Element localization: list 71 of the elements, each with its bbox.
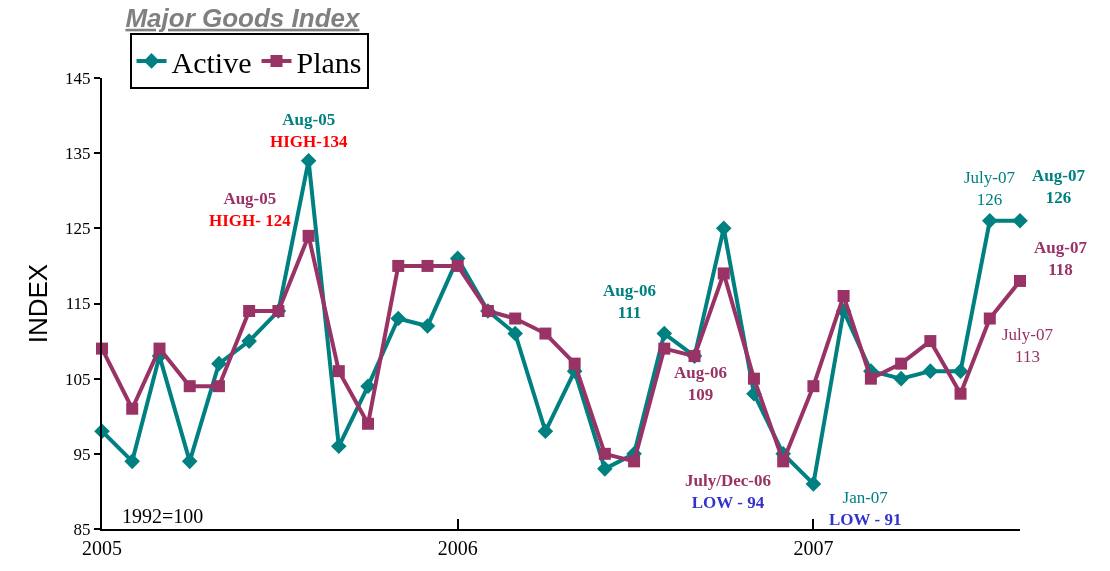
chart-title: Major Goods Index: [125, 2, 361, 33]
annotation: July-07 126: [964, 168, 1016, 210]
point: [362, 417, 375, 430]
annotation: Aug-05 HIGH-134: [270, 110, 348, 152]
annotation: July-07 113: [1002, 325, 1054, 367]
point: [183, 380, 196, 393]
annotation: Aug-06 109: [674, 363, 727, 405]
y-tick-label: 125: [65, 219, 91, 239]
point: [181, 453, 198, 470]
point: [777, 455, 790, 468]
point: [747, 372, 760, 385]
point: [717, 267, 730, 280]
annotation: Aug-06 111: [603, 281, 656, 323]
point: [895, 357, 908, 370]
annotation: Aug-05 HIGH- 124: [209, 189, 292, 231]
point: [597, 461, 613, 477]
point: [864, 372, 877, 385]
point: [628, 455, 641, 468]
point: [983, 312, 996, 325]
annotation: Aug-07 118: [1034, 238, 1088, 280]
point: [537, 423, 554, 440]
point: [507, 325, 523, 342]
point: [1012, 213, 1028, 229]
point: [924, 335, 937, 348]
point: [243, 305, 256, 318]
point: [805, 476, 822, 492]
y-tick-label: 145: [65, 68, 91, 88]
point: [952, 363, 969, 379]
point: [212, 380, 225, 393]
y-tick-label: 85: [73, 519, 91, 539]
point: [241, 333, 257, 349]
point: [392, 259, 405, 272]
point: [656, 325, 673, 342]
annotation: Jan-07 LOW - 91: [829, 488, 902, 530]
point: [153, 342, 166, 355]
point: [211, 355, 227, 372]
legend-label: Active: [171, 45, 252, 79]
point: [1014, 274, 1026, 287]
point: [837, 289, 850, 302]
point: [126, 402, 139, 415]
point: [807, 380, 820, 393]
point: [360, 378, 376, 394]
annotation: Aug-07 126: [1032, 166, 1086, 208]
point: [421, 259, 434, 272]
point: [568, 357, 581, 370]
y-axis-title: INDEX: [23, 263, 53, 344]
y-tick-label: 135: [65, 144, 91, 164]
y-tick-label: 115: [65, 294, 91, 314]
x-tick-label: 2007: [793, 537, 834, 559]
point: [419, 318, 436, 334]
point: [539, 327, 552, 340]
point: [451, 259, 464, 272]
point: [302, 229, 315, 242]
legend-label: Plans: [296, 45, 362, 79]
point: [509, 312, 522, 325]
point: [658, 342, 671, 355]
y-tick-label: 105: [65, 369, 91, 389]
point: [331, 438, 347, 455]
point: [954, 387, 967, 400]
annotation: 1992=100: [122, 505, 204, 527]
x-tick-label: 2006: [437, 537, 478, 559]
point: [598, 447, 611, 460]
y-tick-label: 95: [73, 444, 91, 464]
point: [922, 363, 939, 379]
point: [124, 453, 141, 470]
x-tick-label: 2005: [82, 537, 122, 559]
point: [981, 213, 998, 229]
point: [332, 365, 345, 378]
point: [390, 310, 407, 327]
point: [893, 370, 909, 387]
annotation: July/Dec-06 LOW - 94: [685, 471, 771, 513]
